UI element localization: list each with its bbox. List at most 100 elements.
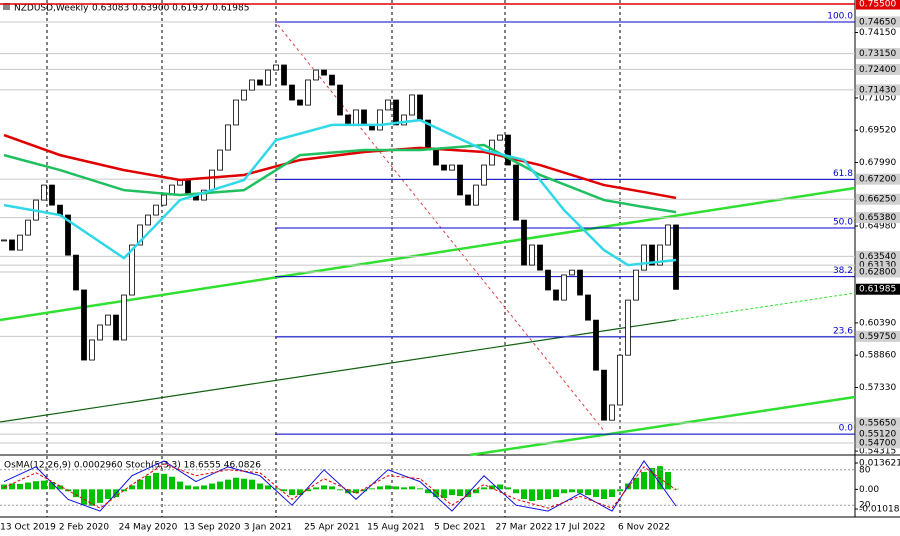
- y-tick-label: 0.00: [859, 485, 879, 495]
- osma-bar: [241, 478, 247, 490]
- osma-bar: [577, 489, 583, 494]
- osma-bar: [569, 489, 575, 493]
- candle-body: [25, 219, 31, 236]
- osma-bar: [249, 479, 255, 490]
- candle-body: [353, 109, 359, 126]
- candle-body: [505, 134, 511, 166]
- osma-bar: [305, 489, 311, 492]
- y-tick-label: 0.69520: [859, 126, 896, 136]
- osma-bar: [289, 489, 295, 496]
- y-tick-label: 0.0136211: [859, 458, 900, 468]
- level-label: 0.61985: [859, 285, 896, 295]
- candle-body: [161, 194, 167, 206]
- y-tick-label: 20: [859, 501, 871, 511]
- x-tick-label: 6 Nov 2022: [618, 523, 670, 533]
- fibo-label: 38.2: [833, 266, 853, 276]
- candle-body: [433, 149, 439, 166]
- candle-body: [481, 164, 487, 186]
- candle-body: [537, 244, 543, 271]
- fibo-label: 61.8: [833, 169, 853, 179]
- candle-body: [1, 239, 7, 242]
- candle-body: [41, 184, 47, 201]
- osma-bar: [33, 481, 39, 490]
- osma-bar: [473, 489, 479, 494]
- candle-body: [521, 219, 527, 266]
- osma-bar: [9, 483, 15, 490]
- y-tick-label: 0.54315: [859, 447, 896, 457]
- osma-bar: [161, 473, 167, 490]
- candle-body: [81, 289, 87, 361]
- candle-body: [617, 354, 623, 406]
- x-tick-label: 17 Jul 2022: [555, 523, 606, 533]
- osma-bar: [321, 485, 327, 490]
- candle-body: [625, 299, 631, 356]
- osma-bar: [585, 489, 591, 496]
- candle-body: [17, 234, 23, 251]
- osma-bar: [673, 488, 679, 490]
- osma-bar: [1, 484, 7, 490]
- y-tick-label: 0.71050: [859, 93, 896, 103]
- level-label: 0.67200: [859, 175, 896, 185]
- osma-bar: [497, 484, 503, 490]
- osma-bar: [273, 488, 279, 490]
- osma-bar: [233, 477, 239, 490]
- osma-bar: [137, 479, 143, 490]
- candle-body: [473, 184, 479, 206]
- candle-body: [297, 99, 303, 106]
- candle-body: [225, 124, 231, 151]
- osma-bar: [481, 487, 487, 490]
- candle-body: [49, 184, 55, 206]
- level-box: [856, 250, 900, 262]
- osma-bar: [417, 488, 423, 490]
- osma-bar: [57, 485, 63, 490]
- osma-bar: [17, 483, 23, 490]
- osma-bar: [257, 483, 263, 490]
- osma-bar: [265, 485, 271, 490]
- osma-bar: [73, 489, 79, 498]
- stochastic-line: [3, 460, 677, 512]
- osma-bar: [609, 489, 615, 498]
- candle-body: [329, 74, 335, 86]
- candle-body: [145, 214, 151, 226]
- level-label: 0.75500: [859, 0, 896, 10]
- osma-bar: [369, 488, 375, 490]
- fibo-label: 100.0: [827, 11, 853, 21]
- osma-bar: [105, 489, 111, 500]
- candle-body: [609, 404, 615, 421]
- candle-body: [449, 164, 455, 171]
- level-label: 0.72400: [859, 65, 896, 75]
- level-label: 0.55120: [859, 430, 896, 440]
- fibo-label: 0.0: [839, 424, 854, 434]
- candle-body: [249, 79, 255, 91]
- level-box: [856, 0, 900, 10]
- level-label: 0.65380: [859, 213, 896, 223]
- x-tick-label: 24 May 2020: [119, 523, 178, 533]
- osma-bar: [297, 489, 303, 496]
- candle-body: [457, 164, 463, 196]
- candle-body: [393, 99, 399, 126]
- candle-body: [417, 94, 423, 121]
- osma-bar: [529, 489, 535, 501]
- candle-body: [633, 269, 639, 301]
- candle-body: [321, 69, 327, 76]
- level-box: [856, 16, 900, 28]
- osma-bar: [409, 486, 415, 490]
- candle-body: [441, 164, 447, 171]
- x-tick-label: 27 Mar 2022: [495, 523, 552, 533]
- candle-body: [105, 314, 111, 326]
- candle-body: [65, 214, 71, 256]
- osma-bar: [545, 489, 551, 500]
- osma-bar: [217, 481, 223, 490]
- candle-body: [497, 134, 503, 141]
- symbol: NZDUSD,Weekly: [14, 4, 89, 14]
- osma-bar: [177, 481, 183, 490]
- candle-body: [113, 314, 119, 341]
- trend-line-projection: [675, 292, 856, 321]
- osma-bar: [281, 489, 287, 492]
- candle-body: [97, 324, 103, 341]
- moving-average: [3, 133, 677, 200]
- osma-bar: [537, 489, 543, 500]
- candle-body: [209, 169, 215, 191]
- candle-body: [137, 224, 143, 246]
